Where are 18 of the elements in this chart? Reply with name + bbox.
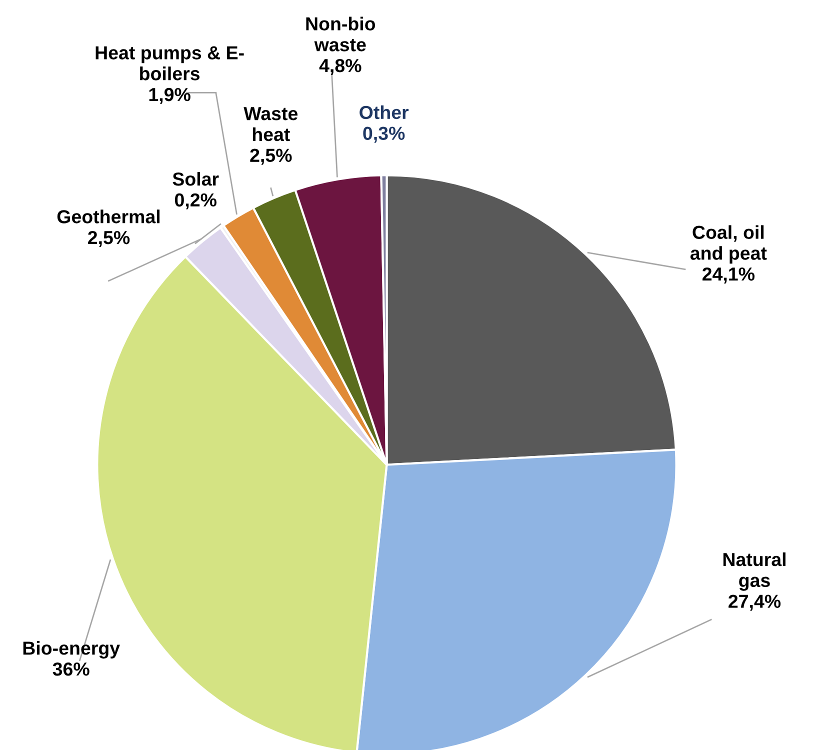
slice-label: Geothermal <box>57 210 160 224</box>
data-label: 24,1% <box>702 267 755 284</box>
slice-label: Natural gas <box>723 552 786 591</box>
data-label: 2,5% <box>250 148 292 165</box>
slice-label: Other <box>360 105 409 120</box>
data-label: 4,8% <box>319 58 362 75</box>
data-label: 36% <box>52 662 90 676</box>
data-label: 2,5% <box>88 230 130 247</box>
slice-label: Non-bio waste <box>306 16 376 52</box>
data-label: 1,9% <box>149 88 190 104</box>
slice-label: Bio-energy <box>23 641 120 659</box>
data-label: 0,2% <box>174 193 216 210</box>
slice-label: Waste heat <box>244 107 298 142</box>
slice-label: Heat pumps & E- boilers <box>96 46 244 80</box>
data-label: 27,4% <box>728 594 781 611</box>
slice-label: Solar <box>172 172 219 186</box>
data-label: 0,3% <box>363 126 405 143</box>
slice-label: Coal, oil and peat <box>690 225 767 264</box>
